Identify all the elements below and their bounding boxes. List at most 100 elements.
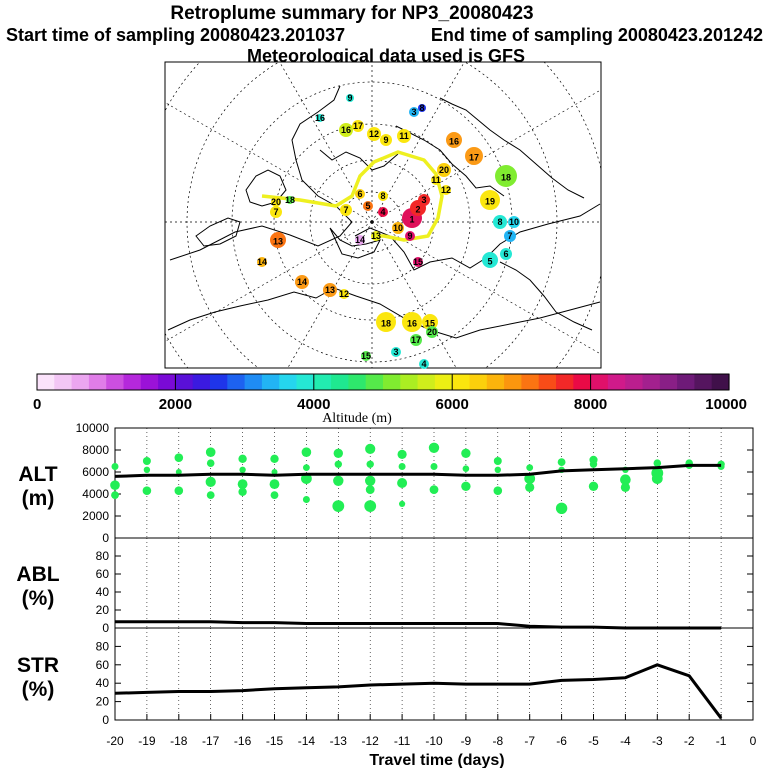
plume-centroid: 12 [367, 127, 381, 141]
altitude-scatter-point [271, 469, 278, 475]
altitude-scatter-point [174, 453, 184, 463]
altitude-scatter-point [555, 502, 568, 514]
centroid-dot [286, 196, 294, 204]
altitude-scatter-point [206, 459, 215, 468]
colorbar-cell [694, 374, 713, 390]
centroid-label: 15 [425, 319, 435, 329]
colorbar-cell [486, 374, 505, 390]
start-time-label: Start time of sampling 20080423.201037 [6, 25, 345, 45]
centroid-dot [378, 207, 388, 217]
centroid-label: 5 [365, 201, 370, 211]
y-tick-label: 10000 [76, 421, 110, 435]
meridian-line [371, 221, 601, 355]
centroid-dot [437, 163, 451, 177]
centroid-label: 4 [380, 207, 385, 217]
centroid-label: 16 [449, 137, 459, 147]
x-tick-label: -13 [330, 734, 348, 748]
coastline [319, 149, 399, 171]
y-tick-label: 8000 [82, 443, 109, 457]
panel-abl: 0 20 40 60 80 ABL(%) [16, 537, 754, 635]
centroid-label: 9 [347, 93, 352, 103]
plume-centroid: 15 [413, 257, 423, 267]
centroid-label: 13 [371, 231, 381, 241]
centroid-label: 17 [469, 153, 479, 163]
centroid-dot [397, 129, 411, 143]
altitude-scatter-point [270, 454, 279, 463]
x-tick-label: -7 [524, 734, 535, 748]
altitude-scatter-point [365, 475, 376, 486]
colorbar-cell [625, 374, 644, 390]
centroid-label: 12 [441, 185, 451, 195]
colorbar-cell [331, 374, 349, 390]
plume-centroid: 5 [363, 201, 373, 211]
centroid-dot [495, 165, 517, 187]
colorbar-cell [504, 374, 522, 390]
plume-centroid: 12 [339, 289, 349, 299]
plume-centroid: 18 [495, 165, 517, 187]
y-tick-label: 0 [102, 621, 109, 635]
centroid-label: 4 [421, 359, 426, 369]
altitude-scatter-point [365, 485, 375, 494]
plume-centroid: 14 [355, 235, 365, 245]
centroid-label: 3 [411, 107, 416, 117]
centroid-dot [323, 283, 337, 297]
centroid-label: 19 [485, 197, 495, 207]
panel-str: 0 20 40 60 80 STR(%) [17, 627, 754, 727]
colorbar-cell [140, 374, 159, 390]
altitude-scatter-point [239, 466, 246, 473]
centroid-dot [271, 197, 281, 207]
altitude-scatter-point [332, 500, 345, 512]
altitude-scatter-point [334, 460, 342, 468]
colorbar-tick-label: 0 [33, 396, 41, 413]
centroid-label: 13 [273, 237, 283, 247]
centroid-dot [346, 94, 354, 102]
coastline [195, 217, 241, 247]
centroid-dot [493, 215, 507, 229]
x-tick-label: -11 [394, 734, 411, 748]
latitude-circle [273, 123, 471, 321]
y-tick-label: 2000 [82, 509, 109, 523]
plume-centroid: 7 [504, 230, 516, 242]
altitude-scatter-point [364, 500, 377, 512]
altitude-scatter-point [494, 466, 501, 473]
altitude-scatter-point [238, 454, 247, 463]
centroid-label: 9 [383, 135, 388, 145]
colorbar-cell [158, 374, 176, 390]
centroid-label: 16 [315, 113, 325, 123]
y-tick-label: 0 [102, 531, 109, 545]
x-axis-label: Travel time (days) [369, 752, 504, 768]
colorbar-cell [434, 374, 453, 390]
colorbar-cell [417, 374, 436, 390]
colorbar-tick-label: 4000 [297, 396, 330, 413]
y-tick-label: 20 [96, 603, 110, 617]
centroid-label: 14 [297, 277, 307, 287]
centroid-label: 3 [393, 347, 398, 357]
colorbar-cell [348, 374, 367, 390]
altitude-scatter-point [461, 481, 471, 491]
panel-alt: 0 2000 4000 6000 8000 10000 ALT(m) [18, 421, 754, 545]
plume-centroid: 9 [346, 93, 354, 103]
centroid-dot [355, 235, 365, 245]
centroid-label: 15 [361, 351, 371, 361]
colorbar-cell [365, 374, 384, 390]
centroid-dot [482, 252, 498, 268]
colorbar-tick-label: 2000 [159, 396, 192, 413]
altitude-scatter-point [493, 486, 503, 496]
altitude-scatter-point [205, 447, 216, 458]
plume-centroid: 17 [465, 147, 483, 165]
centroid-dot [270, 232, 286, 248]
centroid-dot [316, 114, 324, 122]
colorbar-cell [677, 374, 695, 390]
altitude-scatter-point [366, 460, 374, 468]
centroid-label: 18 [381, 319, 391, 329]
centroid-dot [380, 134, 392, 146]
centroid-label: 2 [415, 205, 420, 215]
altitude-scatter-point [651, 473, 663, 484]
altitude-scatter-point [429, 485, 439, 494]
x-tick-label: -17 [202, 734, 220, 748]
altitude-scatter-point [525, 482, 535, 492]
meridian-line [165, 102, 373, 223]
altitude-scatter-point [398, 463, 406, 470]
altitude-scatter-point [174, 486, 184, 496]
